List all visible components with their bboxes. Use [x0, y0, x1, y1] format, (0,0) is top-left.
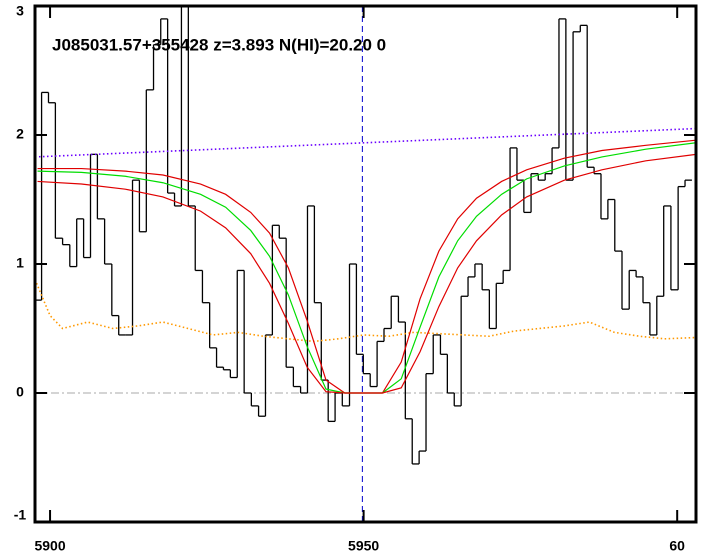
- y-tick-label: 2: [16, 126, 24, 142]
- model-curve: [37, 153, 696, 394]
- x-tick-label: 5950: [348, 538, 379, 554]
- y-tick-label: 1: [16, 255, 24, 271]
- y-tick-label: 3: [16, 3, 24, 19]
- y-tick-label: -1: [14, 507, 27, 523]
- annotation: J085031.57+355428 z=3.893 N(HI)=20.20 0: [52, 35, 386, 54]
- plot-frame: [33, 4, 698, 524]
- dotted-curve: [35, 279, 696, 343]
- dotted-curve: [35, 127, 696, 158]
- plot-area: [35, 6, 696, 522]
- x-tick-label: 5900: [34, 538, 65, 554]
- y-tick-label: 0: [16, 384, 24, 400]
- x-tick-label: 60: [669, 538, 685, 554]
